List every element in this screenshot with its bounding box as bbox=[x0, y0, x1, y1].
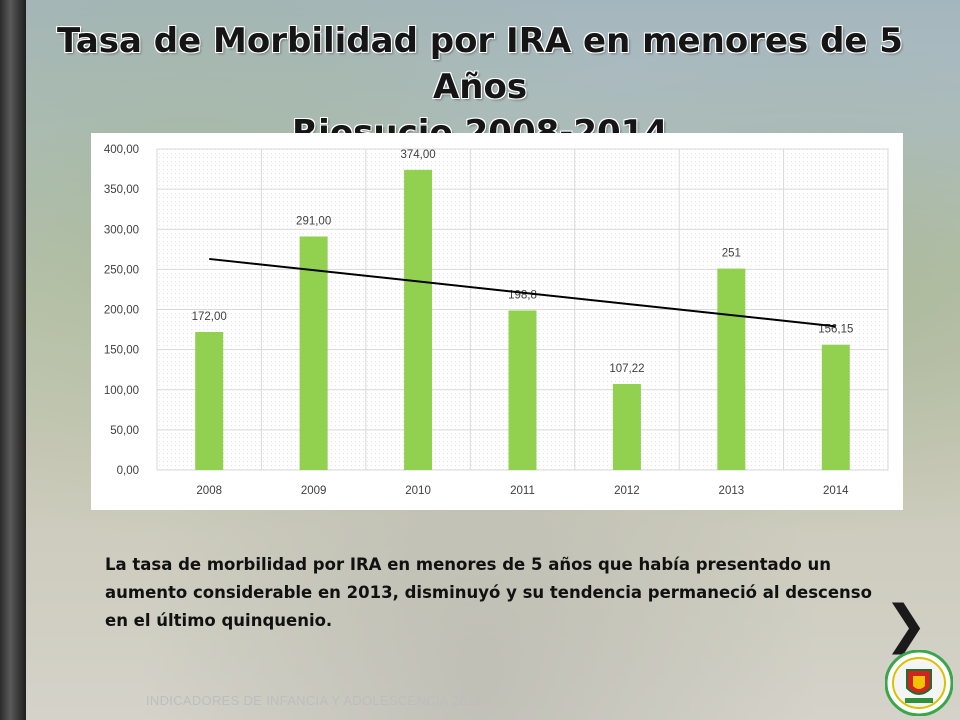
bar bbox=[612, 383, 641, 470]
y-tick-label: 200,00 bbox=[104, 305, 139, 317]
y-tick-label: 0,00 bbox=[117, 465, 139, 477]
y-tick-label: 150,00 bbox=[104, 345, 139, 357]
y-tick-label: 350,00 bbox=[104, 184, 139, 196]
y-tick-label: 250,00 bbox=[104, 264, 139, 276]
bar bbox=[404, 169, 433, 471]
x-tick-label: 2011 bbox=[510, 485, 535, 497]
x-tick-label: 2010 bbox=[405, 485, 431, 497]
bar-chart: 0,00 50,00 100,00 150,00 200,00 250,00 300,00 3… bbox=[104, 144, 889, 497]
x-tick-label: 2014 bbox=[823, 485, 849, 497]
municipal-logo bbox=[884, 649, 954, 717]
data-label: 374,00 bbox=[400, 149, 435, 161]
y-tick-label: 50,00 bbox=[110, 425, 139, 437]
footer-text: INDICADORES DE INFANCIA Y ADOLESCENCIA 2… bbox=[146, 693, 483, 708]
y-tick-label: 300,00 bbox=[104, 224, 139, 236]
x-tick-label: 2013 bbox=[719, 485, 745, 497]
data-label: 172,00 bbox=[192, 311, 227, 323]
chevron-right-icon[interactable]: ❯ bbox=[884, 595, 928, 655]
title-line-1: Tasa de Morbilidad por IRA en menores de… bbox=[57, 21, 903, 107]
data-label: 291,00 bbox=[296, 215, 331, 227]
left-decorative-bar bbox=[0, 0, 26, 720]
description-paragraph: La tasa de morbilidad por IRA en menores… bbox=[105, 555, 872, 630]
x-tick-label: 2012 bbox=[614, 485, 640, 497]
data-label: 251 bbox=[722, 248, 741, 260]
bar bbox=[821, 344, 850, 470]
y-tick-label: 100,00 bbox=[104, 385, 139, 397]
x-tick-label: 2009 bbox=[301, 485, 327, 497]
bar bbox=[717, 268, 746, 470]
data-label: 156,15 bbox=[818, 324, 853, 336]
x-tick-label: 2008 bbox=[196, 485, 222, 497]
bar bbox=[195, 331, 224, 470]
trend-line bbox=[209, 257, 836, 328]
data-label: 107,22 bbox=[609, 363, 644, 375]
bar bbox=[299, 236, 328, 470]
y-tick-label: 400,00 bbox=[104, 144, 139, 156]
chart-panel: 0,00 50,00 100,00 150,00 200,00 250,00 300,00 3… bbox=[91, 133, 903, 510]
bar bbox=[508, 310, 537, 470]
